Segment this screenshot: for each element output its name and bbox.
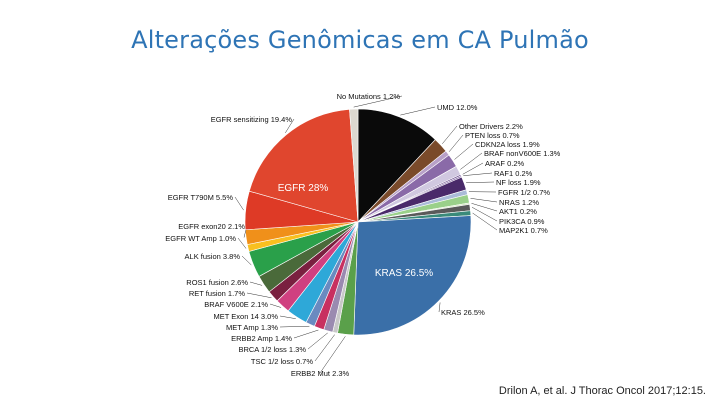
- slice-label: ARAF 0.2%: [485, 159, 525, 168]
- pie-slice: [349, 108, 359, 223]
- slice-label: TSC 1/2 loss 0.7%: [251, 357, 313, 366]
- slice-label: PIK3CA 0.9%: [499, 217, 545, 226]
- slice-label: Other Drivers 2.2%: [459, 122, 523, 131]
- leader-line: [462, 162, 484, 175]
- pie-slice: [248, 108, 359, 223]
- leader-line: [448, 134, 464, 152]
- pie-slice: [357, 108, 436, 223]
- leader-line: [279, 315, 296, 319]
- leader-line: [454, 143, 474, 160]
- slice-label: EGFR exon20 2.1%: [178, 222, 245, 231]
- leader-line: [246, 292, 272, 299]
- slice-label: ROS1 fusion 2.6%: [186, 278, 248, 287]
- leader-line: [307, 332, 328, 350]
- inner-slice-label: KRAS 26.5%: [375, 268, 433, 279]
- leader-line: [471, 203, 498, 212]
- slice-label: BRAF V600E 2.1%: [204, 300, 268, 309]
- leader-line: [285, 118, 295, 134]
- slice-label: FGFR 1/2 0.7%: [498, 188, 550, 197]
- inner-slice-label: EGFR 28%: [278, 183, 329, 194]
- leader-line: [293, 329, 319, 339]
- slice-label: PTEN loss 0.7%: [465, 131, 520, 140]
- slice-label: ERBB2 Mut 2.3%: [291, 369, 350, 378]
- slice-label: AKT1 0.2%: [499, 207, 537, 216]
- leader-line: [460, 152, 483, 170]
- leader-line: [319, 336, 346, 374]
- slice-label: BRCA 1/2 loss 1.3%: [238, 345, 306, 354]
- slice-label: MET Exon 14 3.0%: [214, 312, 279, 321]
- slice-label: BRAF nonV600E 1.3%: [484, 149, 561, 158]
- slice-label: UMD 12.0%: [437, 103, 478, 112]
- slice-label: KRAS 26.5%: [441, 308, 485, 317]
- slice-label: EGFR sensitizing 19.4%: [211, 115, 293, 124]
- slice-label: MET Amp 1.3%: [226, 323, 278, 332]
- leader-line: [269, 303, 282, 308]
- leader-line: [234, 196, 244, 211]
- leader-line: [438, 302, 441, 313]
- leader-line: [442, 125, 458, 144]
- leader-line: [279, 325, 310, 328]
- leader-line: [241, 255, 252, 266]
- leader-line: [466, 181, 495, 183]
- slice-label: ALK fusion 3.8%: [185, 252, 241, 261]
- slice-label: RET fusion 1.7%: [189, 289, 245, 298]
- leader-line: [249, 281, 263, 286]
- slice-label: MAP2K1 0.7%: [499, 226, 548, 235]
- pie-slice: [353, 215, 472, 336]
- leader-line: [470, 198, 498, 203]
- slice-label: CDKN2A loss 1.9%: [475, 140, 540, 149]
- leader-line: [237, 237, 247, 249]
- leader-line: [471, 206, 498, 222]
- slice-label: No Mutations 1.2%: [337, 92, 401, 101]
- leader-line: [463, 172, 493, 176]
- leader-line: [353, 95, 403, 108]
- slide-title: Alterações Genômicas em CA Pulmão: [131, 26, 589, 54]
- leader-line: [314, 334, 335, 362]
- slice-label: NRAS 1.2%: [499, 198, 539, 207]
- slice-label: NF loss 1.9%: [496, 178, 541, 187]
- slice-label: EGFR WT Amp 1.0%: [165, 234, 236, 243]
- leader-line: [400, 106, 436, 116]
- slice-label: RAF1 0.2%: [494, 169, 533, 178]
- slice-label: EGFR T790M 5.5%: [168, 193, 234, 202]
- slice-label: ERBB2 Amp 1.4%: [231, 334, 292, 343]
- leader-line: [472, 212, 498, 231]
- citation: Drilon A, et al. J Thorac Oncol 2017;12:…: [498, 385, 706, 397]
